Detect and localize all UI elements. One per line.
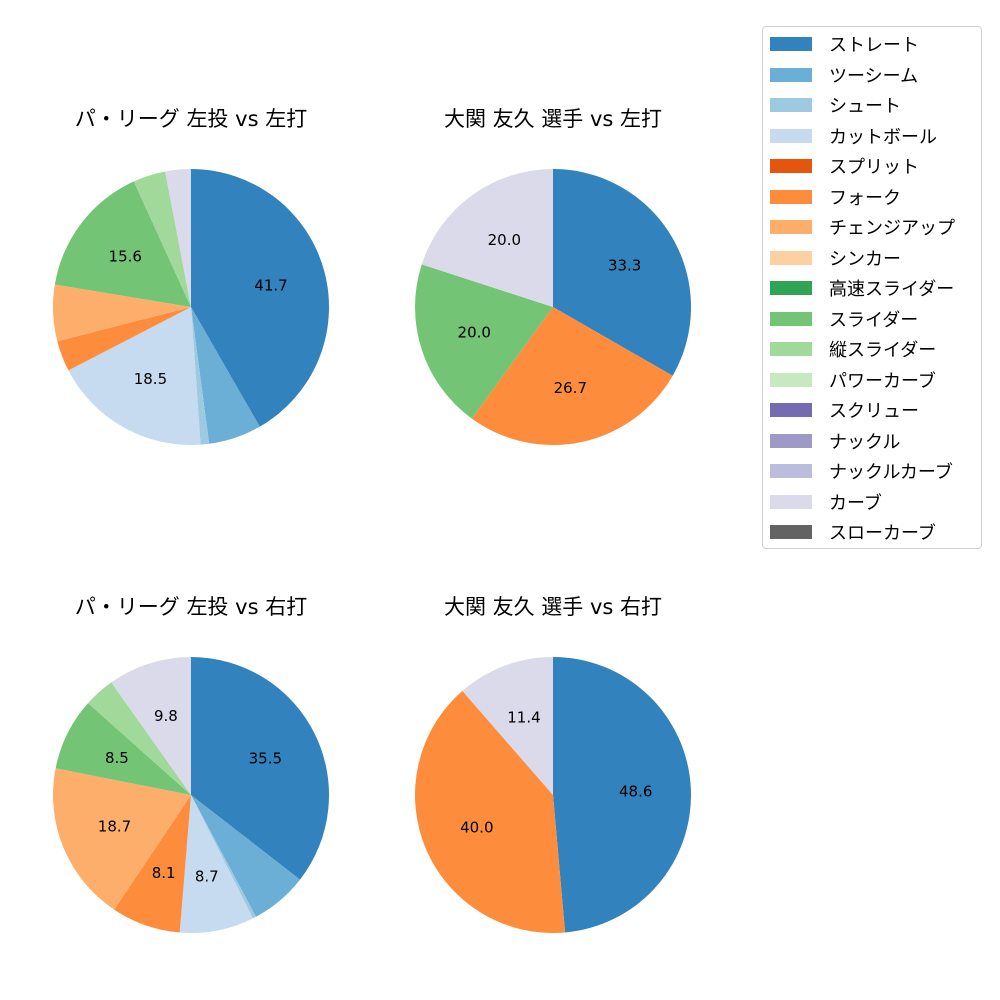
legend-swatch: [770, 433, 812, 448]
legend-swatch: [770, 525, 812, 539]
legend-label: シンカー: [829, 248, 901, 270]
pie-slice: [88, 682, 191, 795]
pie-slice: [52, 768, 191, 910]
slice-percent-label: 11.4: [507, 708, 540, 726]
pie-slice: [462, 657, 553, 795]
legend-swatch: [770, 464, 812, 478]
slice-percent-label: 8.7: [195, 867, 219, 885]
pie-slice: [191, 307, 210, 445]
legend-item: フォーク: [770, 187, 901, 209]
pie-slice: [553, 169, 691, 376]
pie-slice: [553, 657, 692, 933]
legend-label: スプリット: [829, 157, 919, 178]
legend-label: 高速スライダー: [829, 279, 955, 300]
legend-item: スクリュー: [770, 400, 919, 422]
slice-percent-label: 18.7: [98, 818, 131, 836]
legend-swatch: [770, 403, 812, 417]
slice-percent-label: 33.3: [608, 257, 641, 275]
pie-slice: [179, 795, 253, 933]
legend-label: チェンジアップ: [829, 218, 955, 239]
slice-percent-label: 9.8: [154, 707, 178, 725]
pie-slice: [471, 307, 673, 445]
legend-item: シンカー: [770, 248, 901, 270]
chart-title-0: パ・リーグ 左投 vs 左打: [74, 107, 308, 131]
legend-label: 縦スライダー: [829, 340, 937, 361]
legend-label: スライダー: [829, 309, 919, 331]
pie-slice: [191, 657, 330, 880]
legend-swatch: [770, 128, 812, 143]
pie-slice: [191, 795, 301, 917]
slice-percent-label: 48.6: [619, 782, 652, 800]
chart-title-3: 大関 友久 選手 vs 右打: [443, 595, 663, 619]
pie-slice: [415, 264, 553, 419]
slice-percent-label: 40.0: [460, 818, 493, 836]
pie-slice: [191, 307, 260, 444]
legend-item: ツーシーム: [770, 65, 919, 87]
slice-percent-label: 8.1: [152, 864, 176, 882]
pie-slice: [133, 171, 191, 307]
chart-title-1: 大関 友久 選手 vs 左打: [443, 107, 663, 131]
legend-label: ツーシーム: [829, 65, 919, 87]
legend-item: カットボール: [770, 126, 937, 148]
slice-percent-label: 41.7: [254, 277, 287, 295]
pie-slice: [191, 795, 256, 919]
legend-item: ナックル: [770, 431, 901, 453]
pie-slice: [68, 307, 201, 445]
pie-slice: [111, 657, 191, 795]
legend-swatch: [770, 494, 812, 509]
legend-label: ナックルカーブ: [829, 462, 953, 483]
slice-percent-label: 15.6: [109, 248, 142, 266]
legend-item: ナックルカーブ: [770, 461, 953, 483]
legend-label: ナックル: [829, 431, 901, 453]
legend-label: パワーカーブ: [829, 370, 936, 392]
chart-title-2: パ・リーグ 左投 vs 右打: [74, 595, 308, 619]
legend-item: シュート: [770, 95, 901, 117]
pie-slice: [421, 169, 553, 307]
legend-item: チェンジアップ: [770, 217, 955, 239]
legend-swatch: [770, 37, 812, 51]
legend-item: カーブ: [770, 492, 882, 514]
legend-swatch: [770, 372, 812, 387]
legend-label: カットボール: [829, 126, 937, 148]
legend-item: スプリット: [770, 156, 919, 178]
legend-swatch: [770, 342, 812, 356]
slice-percent-label: 18.5: [134, 370, 167, 388]
legend-label: カーブ: [829, 492, 882, 514]
legend-item: 高速スライダー: [770, 278, 955, 300]
legend-swatch: [770, 250, 812, 265]
legend-item: パワーカーブ: [770, 370, 936, 392]
legend-swatch: [770, 281, 812, 295]
pie-slice: [165, 169, 191, 307]
legend-label: シュート: [829, 96, 901, 117]
slice-percent-label: 8.5: [105, 749, 129, 767]
pie-slice: [55, 703, 191, 795]
slice-percent-label: 20.0: [488, 231, 521, 249]
legend-swatch: [770, 98, 812, 112]
legend-label: スクリュー: [829, 401, 919, 422]
pie-slice: [415, 690, 566, 933]
legend-swatch: [770, 189, 812, 204]
slice-percent-label: 20.0: [458, 324, 491, 342]
legend: ストレートツーシームシュートカットボール スプリットフォークチェンジアップ シンカー…: [762, 26, 982, 549]
slice-percent-label: 35.5: [249, 750, 282, 768]
legend-item: ストレート: [770, 34, 919, 56]
pie-slice: [54, 181, 191, 307]
legend-label: ストレート: [829, 35, 919, 56]
legend-label: フォーク: [829, 187, 901, 209]
legend-item: スライダー: [770, 309, 919, 331]
slice-percent-label: 26.7: [554, 379, 587, 397]
legend-item: スローカーブ: [770, 522, 936, 544]
legend-swatch: [770, 67, 812, 82]
pie-slice: [191, 169, 329, 427]
pie-slice: [53, 284, 192, 342]
legend-item: 縦スライダー: [770, 339, 937, 361]
legend-swatch: [770, 311, 812, 326]
pie-slice: [57, 307, 191, 371]
legend-swatch: [770, 159, 812, 173]
legend-label: スローカーブ: [829, 523, 936, 544]
legend-swatch: [770, 220, 812, 234]
pie-slice: [114, 795, 191, 933]
